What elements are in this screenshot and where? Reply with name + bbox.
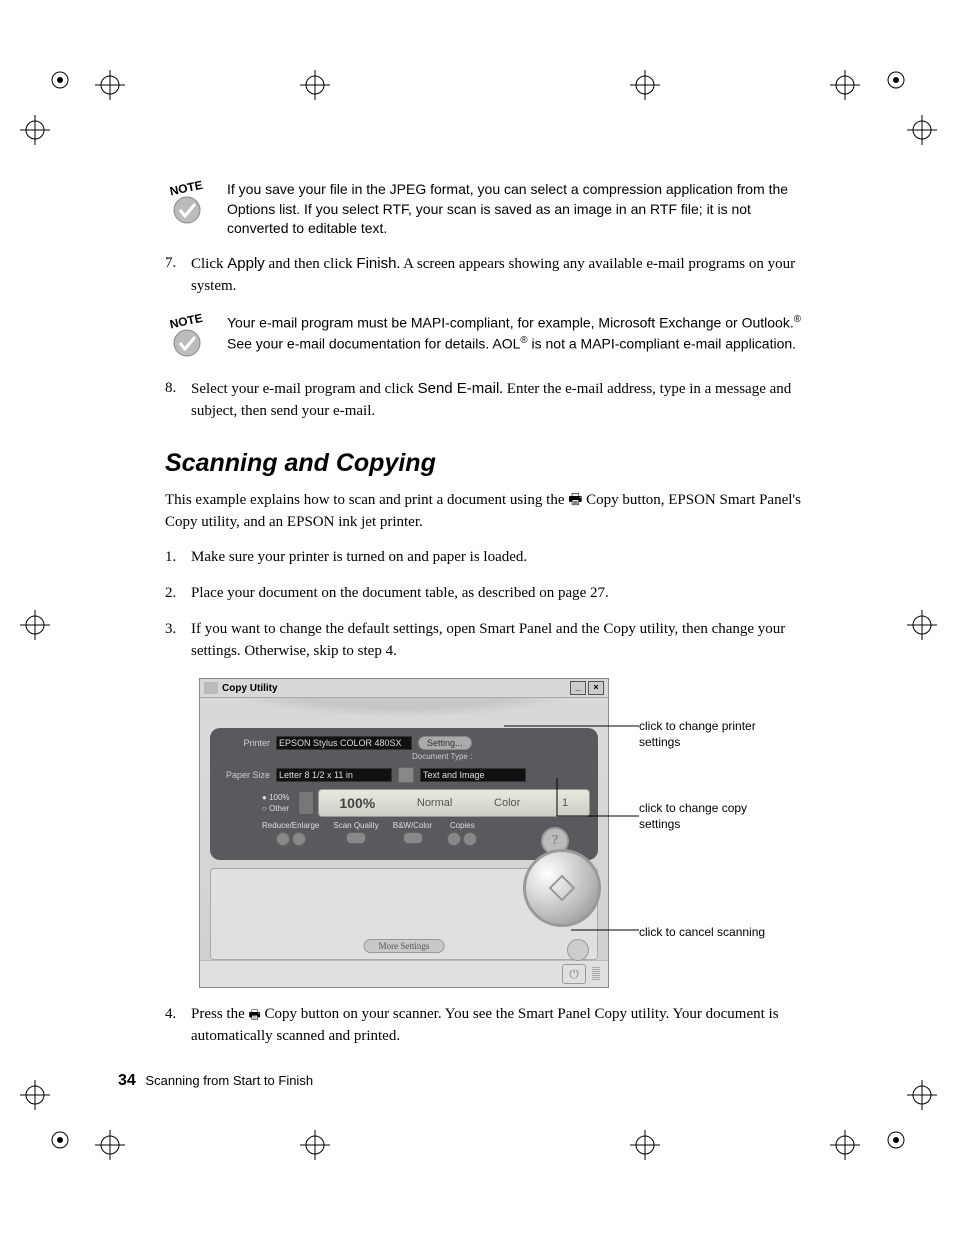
format-icon bbox=[398, 767, 414, 783]
cancel-button[interactable] bbox=[567, 939, 589, 961]
page-number: 34 bbox=[118, 1072, 136, 1089]
chapter-title: Scanning from Start to Finish bbox=[145, 1073, 313, 1088]
printer-label: Printer bbox=[218, 738, 270, 748]
note-icon: NOTE bbox=[165, 313, 209, 364]
step-2: 2.Place your document on the document ta… bbox=[165, 583, 805, 605]
note-block-1: NOTE If you save your file in the JPEG f… bbox=[165, 180, 805, 239]
radio-other[interactable]: ○ Other bbox=[262, 804, 290, 813]
printer-icon: 🖶 bbox=[249, 1007, 261, 1022]
copyutil-figure: Copy Utility _ × Printer EPSON Stylus CO… bbox=[199, 678, 805, 988]
titlebar: Copy Utility _ × bbox=[200, 679, 608, 698]
svg-text:NOTE: NOTE bbox=[168, 313, 204, 331]
note-text: If you save your file in the JPEG format… bbox=[227, 180, 805, 239]
settings-panel: Printer EPSON Stylus COLOR 480SX Setting… bbox=[210, 728, 598, 860]
svg-text:NOTE: NOTE bbox=[168, 180, 204, 198]
note-text: Your e-mail program must be MAPI-complia… bbox=[227, 313, 805, 354]
resize-grip[interactable] bbox=[592, 967, 600, 981]
doctype-label: Document Type : bbox=[412, 752, 472, 761]
step-3: 3.If you want to change the default sett… bbox=[165, 619, 805, 663]
preview-area: ? More Settings bbox=[210, 868, 598, 960]
minimize-button[interactable]: _ bbox=[570, 681, 586, 695]
copy-utility-window: Copy Utility _ × Printer EPSON Stylus CO… bbox=[199, 678, 609, 988]
papersize-select[interactable]: Letter 8 1/2 x 11 in bbox=[276, 768, 392, 782]
note-block-2: NOTE Your e-mail program must be MAPI-co… bbox=[165, 313, 805, 364]
printer-select[interactable]: EPSON Stylus COLOR 480SX bbox=[276, 736, 412, 750]
papersize-label: Paper Size bbox=[218, 770, 270, 780]
reduce-enlarge-control[interactable]: Reduce/Enlarge bbox=[262, 821, 319, 850]
radio-100[interactable]: ● 100% bbox=[262, 793, 290, 802]
more-settings-button[interactable]: More Settings bbox=[364, 939, 445, 953]
note-icon: NOTE bbox=[165, 180, 209, 231]
step-8: 8. Select your e-mail program and click … bbox=[165, 378, 805, 423]
lcd-display: 100% Normal Color 1 bbox=[318, 789, 590, 817]
left-nav[interactable] bbox=[298, 791, 314, 815]
section-intro: This example explains how to scan and pr… bbox=[165, 490, 805, 534]
setting-button[interactable]: Setting... bbox=[418, 736, 472, 750]
callout-cancel: click to cancel scanning bbox=[639, 924, 765, 940]
callout-copy: click to change copy settings bbox=[639, 800, 789, 832]
step-4: 4. Press the 🖶 Copy button on your scann… bbox=[165, 1004, 805, 1048]
bw-color-control[interactable]: B&W/Color bbox=[393, 821, 433, 848]
scan-quality-control[interactable]: Scan Quality bbox=[333, 821, 378, 848]
step-7: 7. Click Apply and then click Finish. A … bbox=[165, 253, 805, 298]
close-button[interactable]: × bbox=[588, 681, 604, 695]
page-footer: 34 Scanning from Start to Finish bbox=[118, 1072, 313, 1090]
callout-printer: click to change printer settings bbox=[639, 718, 789, 750]
power-button[interactable]: ⏻ bbox=[562, 964, 586, 984]
step-1: 1.Make sure your printer is turned on an… bbox=[165, 547, 805, 569]
copies-control[interactable]: Copies bbox=[446, 821, 478, 850]
section-heading: Scanning and Copying bbox=[165, 449, 805, 478]
doctype-select[interactable]: Text and Image bbox=[420, 768, 526, 782]
scan-button[interactable] bbox=[523, 849, 601, 927]
app-icon bbox=[204, 682, 218, 694]
window-title: Copy Utility bbox=[222, 683, 278, 694]
